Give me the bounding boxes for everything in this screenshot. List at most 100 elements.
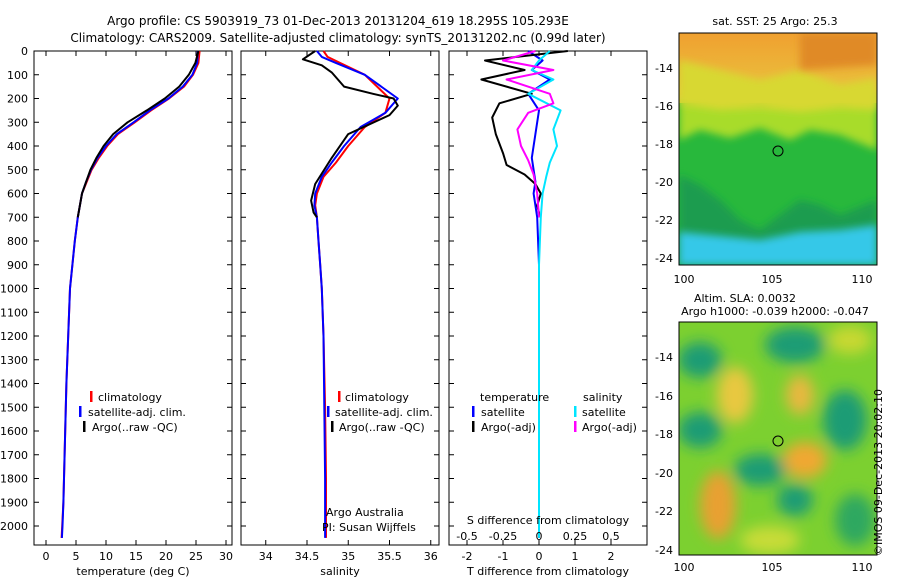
series-line-satellite-adj-clim bbox=[60, 50, 199, 538]
legend-swatch-climatology bbox=[338, 391, 341, 402]
sla-map-title-2: Argo h1000: -0.039 h2000: -0.047 bbox=[681, 305, 869, 318]
header-line-2: Climatology: CARS2009. Satellite-adjuste… bbox=[70, 31, 605, 45]
series-line-satellite-adj-clim bbox=[313, 50, 399, 538]
legend-label-s-satellite: satellite bbox=[582, 406, 626, 419]
argo-position-marker bbox=[772, 145, 784, 157]
legend-label-satellite: satellite-adj. clim. bbox=[88, 406, 186, 419]
x-tick-label: 34 bbox=[259, 550, 273, 563]
sla-xtick: 105 bbox=[762, 561, 783, 574]
x-tick-label: 30 bbox=[219, 550, 233, 563]
x-tick-label-salinity: 0 bbox=[536, 530, 543, 543]
y-tick-label: 1100 bbox=[0, 306, 28, 319]
y-tick-label: 1700 bbox=[0, 449, 28, 462]
legend-label-t-satellite: satellite bbox=[481, 406, 525, 419]
series-line-t-argo-adj bbox=[480, 50, 568, 218]
legend-swatch-s-satellite bbox=[574, 406, 577, 417]
legend-label-climatology: climatology bbox=[345, 391, 409, 404]
x-tick-label-salinity: 0.25 bbox=[563, 530, 588, 543]
x-tick-label: 5 bbox=[73, 550, 80, 563]
sst-ytick: -18 bbox=[655, 138, 673, 151]
sst-xtick: 105 bbox=[762, 273, 783, 286]
sla-map-xticks: 100 105 110 bbox=[674, 561, 873, 574]
x-tick-label: 0 bbox=[43, 550, 50, 563]
sla-ytick: -20 bbox=[655, 467, 673, 480]
x-tick-label-salinity: -0.25 bbox=[489, 530, 517, 543]
y-tick-label: 1600 bbox=[0, 425, 28, 438]
salinity-plot-frame bbox=[240, 50, 440, 546]
sla-xtick: 100 bbox=[674, 561, 695, 574]
difference-legend: temperature salinity satellite Argo(-adj… bbox=[472, 391, 637, 434]
sla-ytick: -22 bbox=[655, 505, 673, 518]
sst-map-frame bbox=[678, 32, 878, 266]
x-tick-label: 1 bbox=[572, 550, 579, 563]
x-tick-labels: 0 5 10 15 20 25 30 34 34.5 35 35.5 36 -2 -1 0 1 2 -0.5 -0.… bbox=[43, 530, 620, 563]
x-tick-label: 2 bbox=[608, 550, 615, 563]
x-tick-label: 35.5 bbox=[377, 550, 402, 563]
sla-map-title-1: Altim. SLA: 0.0032 bbox=[694, 292, 796, 305]
y-tick-label: 600 bbox=[7, 188, 28, 201]
sla-xtick: 110 bbox=[852, 561, 873, 574]
legend-label-argo: Argo(..raw -QC) bbox=[339, 421, 425, 434]
y-tick-label: 1000 bbox=[0, 283, 28, 296]
series-line-s-satellite bbox=[527, 50, 562, 538]
sla-ytick: -14 bbox=[655, 351, 673, 364]
series-line-argo-raw-qc bbox=[301, 50, 399, 218]
difference-series-group bbox=[480, 50, 568, 538]
y-tick-label: 500 bbox=[7, 164, 28, 177]
sla-ytick: -24 bbox=[655, 544, 673, 557]
x-tick-label: 25 bbox=[189, 550, 203, 563]
x-tick-label: -1 bbox=[498, 550, 509, 563]
sla-map-yticks: -14 -16 -18 -20 -22 -24 bbox=[655, 351, 673, 557]
legend-label-climatology: climatology bbox=[98, 391, 162, 404]
sst-map-yticks: -14 -16 -18 -20 -22 -24 bbox=[655, 62, 673, 265]
sla-ytick: -18 bbox=[655, 428, 673, 441]
sla-map-frame bbox=[678, 321, 878, 556]
legend-swatch-t-argo bbox=[472, 421, 475, 432]
sst-xtick: 110 bbox=[852, 273, 873, 286]
sst-map bbox=[679, 33, 877, 265]
sst-map-xticks: 100 105 110 bbox=[674, 273, 873, 286]
y-tick-label: 200 bbox=[7, 93, 28, 106]
y-tick-label: 1800 bbox=[0, 473, 28, 486]
x-tick-label-salinity: -0.5 bbox=[456, 530, 477, 543]
legend-label-argo: Argo(..raw -QC) bbox=[92, 421, 178, 434]
y-tick-label: 100 bbox=[7, 69, 28, 82]
imos-footer: ©IMOS 09-Dec-2013 20:02:10 bbox=[872, 389, 885, 556]
depth-axis: 0 100 200 300 400 500 600 700 800 900 1000 1100 1200… bbox=[0, 45, 647, 533]
sst-xtick: 100 bbox=[674, 273, 695, 286]
difference-xlabel: T difference from climatology bbox=[466, 565, 629, 578]
tick-marks bbox=[45, 51, 612, 545]
legend-label-satellite: satellite-adj. clim. bbox=[335, 406, 433, 419]
legend-swatch-argo bbox=[83, 421, 86, 432]
y-tick-label: 1300 bbox=[0, 354, 28, 367]
y-tick-label: 1200 bbox=[0, 330, 28, 343]
series-line-climatology bbox=[314, 50, 391, 538]
legend-swatch-satellite bbox=[327, 406, 330, 417]
temperature-series-group bbox=[60, 50, 201, 538]
salinity-xlabel: salinity bbox=[320, 565, 360, 578]
difference-xlabel-top: S difference from climatology bbox=[467, 514, 630, 527]
y-tick-label: 300 bbox=[7, 116, 28, 129]
y-tick-label: 1900 bbox=[0, 496, 28, 509]
sst-map-title: sat. SST: 25 Argo: 25.3 bbox=[712, 15, 837, 28]
series-line-argo-raw-qc bbox=[76, 50, 200, 218]
header-line-1: Argo profile: CS 5903919_73 01-Dec-2013 … bbox=[107, 14, 569, 28]
x-tick-label: -2 bbox=[462, 550, 473, 563]
sst-ytick: -20 bbox=[655, 176, 673, 189]
salinity-legend: climatology satellite-adj. clim. Argo(..… bbox=[322, 391, 433, 534]
sla-ytick: -16 bbox=[655, 390, 673, 403]
y-tick-label: 400 bbox=[7, 140, 28, 153]
sst-ytick: -14 bbox=[655, 62, 673, 75]
x-tick-label: 15 bbox=[129, 550, 143, 563]
temperature-legend: climatology satellite-adj. clim. Argo(..… bbox=[79, 391, 186, 434]
y-tick-label: 2000 bbox=[0, 520, 28, 533]
sst-ytick: -16 bbox=[655, 100, 673, 113]
legend-swatch-argo bbox=[331, 421, 334, 432]
salinity-series-group bbox=[301, 50, 399, 538]
argo-position-marker bbox=[772, 435, 784, 447]
annotation-argo-australia: Argo Australia bbox=[326, 506, 404, 519]
x-tick-label: 20 bbox=[159, 550, 173, 563]
legend-swatch-s-argo bbox=[574, 421, 577, 432]
sla-map bbox=[679, 322, 877, 555]
